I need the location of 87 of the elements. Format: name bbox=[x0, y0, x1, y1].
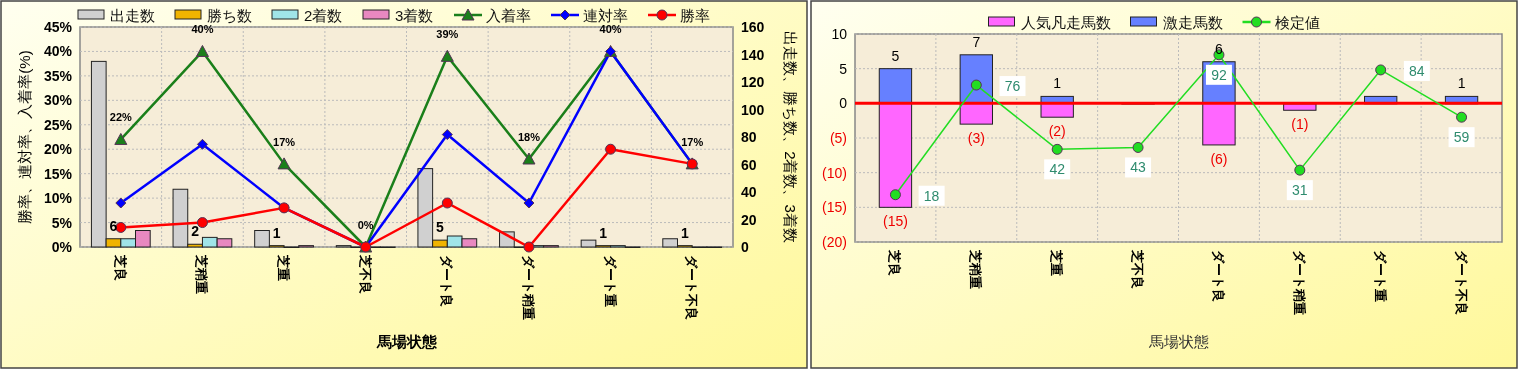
data-label: 2 bbox=[191, 223, 200, 240]
x-tick-label: 芝良 bbox=[112, 254, 128, 281]
data-label: 5 bbox=[436, 219, 445, 236]
data-label: 18% bbox=[517, 131, 541, 143]
y2-axis-title: 出走数、勝ち数、2着数、3着数 bbox=[782, 31, 799, 243]
x-axis-title: 馬場状態 bbox=[1147, 333, 1209, 350]
x-tick-label: ダート良 bbox=[1210, 250, 1226, 302]
y-tick-label: 0 bbox=[839, 95, 848, 112]
data-label: 40% bbox=[191, 23, 214, 36]
x-tick-label: ダート重 bbox=[602, 255, 618, 307]
data-label: 43 bbox=[1130, 159, 1147, 176]
x-tick-label: ダート不良 bbox=[684, 255, 700, 320]
y2-tick-label: 20 bbox=[741, 211, 757, 228]
y-tick-label: 15% bbox=[43, 165, 73, 182]
y2-tick-label: 140 bbox=[741, 46, 765, 63]
data-label: 1 bbox=[272, 224, 281, 241]
legend-label: 勝率 bbox=[680, 7, 710, 24]
data-label: 31 bbox=[1292, 182, 1308, 199]
x-tick-label: 芝重 bbox=[1049, 249, 1065, 276]
y2-tick-label: 80 bbox=[741, 129, 757, 145]
legend-label: 連対率 bbox=[583, 7, 628, 24]
data-label: 22% bbox=[109, 111, 133, 124]
data-label: 0% bbox=[357, 219, 374, 231]
data-label: (3) bbox=[967, 130, 985, 147]
y-tick-label: 5% bbox=[51, 214, 73, 231]
data-label: 76 bbox=[1004, 78, 1021, 95]
legend-label: 人気凡走馬数 bbox=[1020, 14, 1111, 31]
legend-label: 検定値 bbox=[1274, 14, 1320, 31]
legend-label: 激走馬数 bbox=[1162, 14, 1223, 31]
y-tick-label: 10% bbox=[43, 190, 73, 207]
data-label: (2) bbox=[1048, 123, 1066, 140]
y-tick-label: (10) bbox=[822, 164, 847, 181]
y-tick-label: (15) bbox=[822, 199, 847, 216]
data-label: 1 bbox=[599, 224, 608, 241]
data-label: 1 bbox=[1457, 75, 1466, 92]
x-axis-title: 馬場状態 bbox=[375, 333, 438, 350]
y-tick-label: 35% bbox=[43, 67, 73, 84]
data-label: (15) bbox=[882, 213, 908, 230]
y-tick-label: 0% bbox=[51, 239, 73, 255]
data-label: (1) bbox=[1291, 116, 1309, 133]
data-label: (6) bbox=[1210, 150, 1228, 167]
y2-tick-label: 0 bbox=[741, 239, 749, 255]
x-tick-label: 芝良 bbox=[887, 249, 903, 276]
data-label: 59 bbox=[1453, 129, 1470, 146]
x-tick-label: ダート良 bbox=[439, 255, 455, 307]
data-label: 1 bbox=[1053, 75, 1062, 92]
data-label: 42 bbox=[1049, 161, 1066, 178]
data-label: 17% bbox=[681, 135, 704, 148]
x-tick-label: 芝稍重 bbox=[194, 254, 210, 294]
y-tick-label: (20) bbox=[822, 234, 847, 250]
y-tick-label: 20% bbox=[43, 141, 73, 158]
x-tick-label: 芝稍重 bbox=[968, 249, 984, 289]
data-label: 40% bbox=[599, 23, 622, 36]
y2-tick-label: 40 bbox=[741, 184, 757, 200]
data-label: 1 bbox=[680, 224, 689, 241]
y-tick-label: (5) bbox=[829, 130, 847, 146]
data-label: 84 bbox=[1409, 62, 1425, 79]
legend-label: 入着率 bbox=[486, 7, 531, 24]
x-tick-label: ダート稍重 bbox=[1291, 250, 1307, 315]
y-tick-label: 25% bbox=[43, 116, 73, 133]
data-label: 17% bbox=[273, 135, 296, 148]
data-label: 18 bbox=[923, 187, 940, 204]
x-tick-label: ダート不良 bbox=[1453, 250, 1469, 315]
data-label: 92 bbox=[1211, 66, 1227, 83]
x-tick-label: ダート重 bbox=[1372, 250, 1388, 302]
legend-label: 出走数 bbox=[110, 7, 155, 24]
y2-tick-label: 100 bbox=[741, 101, 765, 118]
y-tick-label: 45% bbox=[43, 19, 73, 35]
y-tick-label: 40% bbox=[43, 43, 73, 60]
data-label: 7 bbox=[972, 33, 981, 50]
x-tick-label: 芝不良 bbox=[1130, 249, 1146, 289]
data-label: 5 bbox=[891, 47, 900, 64]
y-tick-label: 5 bbox=[839, 60, 848, 77]
data-label: 6 bbox=[109, 217, 118, 234]
data-label: 39% bbox=[436, 28, 459, 41]
legend-label: 2着数 bbox=[304, 7, 343, 24]
legend-label: 3着数 bbox=[395, 7, 434, 24]
x-tick-label: 芝重 bbox=[276, 254, 292, 281]
y-axis-title: 勝率、連対率、入着率(%) bbox=[16, 50, 33, 224]
y2-tick-label: 60 bbox=[741, 156, 757, 173]
y2-tick-label: 120 bbox=[741, 74, 765, 90]
x-tick-label: 芝不良 bbox=[357, 254, 373, 294]
x-tick-label: ダート稍重 bbox=[520, 255, 536, 320]
y-tick-label: 30% bbox=[43, 92, 73, 109]
legend-label: 勝ち数 bbox=[207, 7, 252, 24]
y2-tick-label: 160 bbox=[741, 19, 765, 35]
y-tick-label: 10 bbox=[831, 26, 848, 42]
